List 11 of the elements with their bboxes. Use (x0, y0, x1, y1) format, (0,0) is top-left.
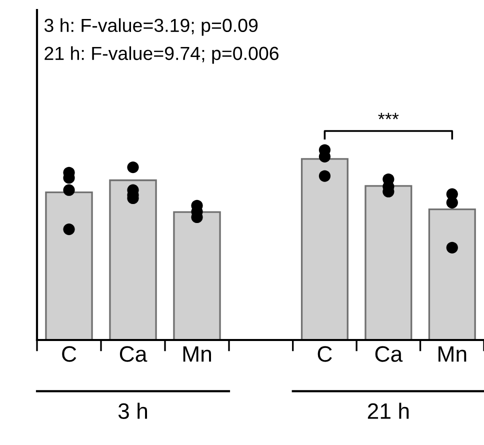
x-tick-label: Mn (183, 346, 211, 362)
x-tick-label: C (62, 346, 76, 362)
x-axis-title: 21 h (368, 402, 409, 419)
text: *** (378, 112, 399, 120)
x-axis-title: 3 h (118, 402, 148, 420)
x-tick-label: Ca (120, 346, 148, 362)
x-tick-label: Mn (438, 346, 466, 362)
text: 21 h: F-value=9.74; p=0.006 (44, 46, 278, 64)
x-tick-label: Ca (375, 346, 403, 362)
x-tick-label: C (318, 346, 332, 362)
text: 3 h: F-value=3.19; p=0.09 (44, 18, 258, 36)
